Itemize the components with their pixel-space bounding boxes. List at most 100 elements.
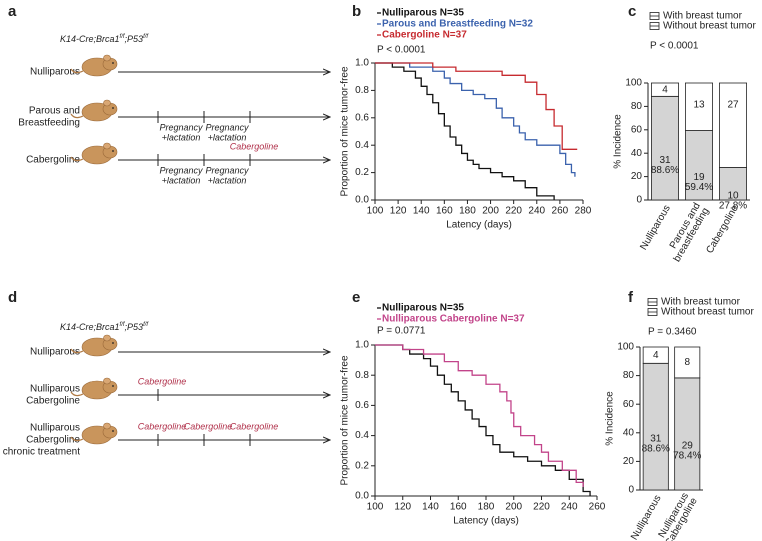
mouse-tail <box>70 68 84 74</box>
panel-letter: f <box>628 289 634 306</box>
y-tick-label: 20 <box>623 456 635 467</box>
y-tick-label: 100 <box>625 78 642 89</box>
y-tick-label: 1.0 <box>355 58 369 69</box>
legend-label: Nulliparous N=35 <box>382 303 464 314</box>
mouse-eye <box>112 62 114 64</box>
event-label: +lactation <box>208 175 247 185</box>
genotype-part: f/f <box>120 34 126 40</box>
legend-label: Without breast tumor <box>661 307 754 318</box>
y-tick-label: 0.6 <box>355 400 369 411</box>
count-label: 31 <box>659 155 671 166</box>
event-label: Cabergoline <box>138 376 187 386</box>
mouse-tail <box>70 391 84 397</box>
count-label: 4 <box>662 84 668 95</box>
y-axis-label: % Incidence <box>613 114 624 169</box>
y-tick-label: 40 <box>631 148 643 159</box>
mouse-eye <box>112 430 114 432</box>
event-label: Pregnancy <box>159 165 203 175</box>
mouse-ear <box>103 142 111 150</box>
genotype: K14-Cre;Brca1f/f;P53f/f <box>60 322 149 333</box>
genotype-part: K14-Cre;Brca1 <box>60 322 120 332</box>
event-label: Cabergoline <box>184 421 233 431</box>
x-tick-label: 160 <box>450 502 467 513</box>
event-label: +lactation <box>162 175 201 185</box>
event-label: Pregnancy <box>205 165 249 175</box>
genotype-part: ;P53 <box>125 322 144 332</box>
value-label: 59.4% <box>685 182 713 193</box>
genotype-part: ;P53 <box>125 34 144 44</box>
group-label: Nulliparous <box>30 423 80 434</box>
panel-letter: d <box>8 289 17 306</box>
mouse-ear <box>103 334 111 342</box>
mouse-ear <box>103 54 111 62</box>
survival-curve <box>375 344 591 496</box>
y-tick-label: 40 <box>623 427 635 438</box>
genotype: K14-Cre;Brca1f/f;P53f/f <box>60 34 149 45</box>
count-label: 4 <box>653 350 659 361</box>
y-tick-label: 20 <box>631 171 643 182</box>
x-tick-label: 200 <box>505 502 522 513</box>
y-axis-label: Proportion of mice tumor-free <box>340 355 351 485</box>
x-tick-label: 260 <box>589 502 606 513</box>
count-label: 8 <box>684 357 690 368</box>
y-tick-label: 0.6 <box>355 112 369 123</box>
count-label: 31 <box>650 433 662 444</box>
x-tick-label: 180 <box>459 206 476 217</box>
event-label: Cabergoline <box>230 421 279 431</box>
x-tick-label: 220 <box>533 502 550 513</box>
bar-segment <box>642 346 669 364</box>
y-tick-label: 0.8 <box>355 85 369 96</box>
y-tick-label: 0 <box>628 485 634 496</box>
x-axis-label: Latency (days) <box>446 220 512 231</box>
panel-letter: a <box>8 3 17 20</box>
mouse-icon <box>70 54 118 77</box>
mouse-icon <box>70 422 118 445</box>
y-tick-label: 0.8 <box>355 370 369 381</box>
bar-segment <box>642 362 669 491</box>
value-label: 27.8% <box>719 200 747 211</box>
legend-label: With breast tumor <box>661 297 741 308</box>
survival-curve <box>375 62 555 200</box>
event-label: Pregnancy <box>159 122 203 132</box>
group-label: Cabergoline <box>26 396 80 407</box>
mouse-ear <box>103 99 111 107</box>
y-tick-label: 0.0 <box>355 195 369 206</box>
event-label: +lactation <box>208 132 247 142</box>
x-tick-label: 100 <box>367 502 384 513</box>
panel-letter: b <box>352 3 361 20</box>
legend-swatch <box>649 22 660 30</box>
mouse-ear <box>103 422 111 430</box>
mouse-tail <box>70 436 84 442</box>
group-label: Nulliparous <box>30 347 80 358</box>
x-tick-label: 180 <box>478 502 495 513</box>
bar-segment <box>674 346 701 379</box>
count-label: 13 <box>693 100 705 111</box>
group-label: Nulliparous <box>30 67 80 78</box>
x-axis-label: Latency (days) <box>453 516 519 527</box>
y-tick-label: 0.4 <box>355 140 369 151</box>
x-tick-label: 140 <box>422 502 439 513</box>
y-tick-label: 80 <box>623 370 635 381</box>
group-label: Cabergoline <box>26 155 80 166</box>
x-tick-label: 140 <box>413 206 430 217</box>
group-label: Nulliparous <box>30 384 80 395</box>
panel-letter: c <box>628 3 636 20</box>
group-label: Breastfeeding <box>18 118 80 129</box>
legend-swatch <box>647 308 658 316</box>
x-tick-label: 240 <box>528 206 545 217</box>
x-tick-label: 120 <box>394 502 411 513</box>
y-tick-label: 0.2 <box>355 167 369 178</box>
y-tick-label: 0.4 <box>355 430 369 441</box>
annotation: P < 0.0001 <box>377 45 426 56</box>
genotype-part: f/f <box>143 322 149 328</box>
event-label: Cabergoline <box>230 141 279 151</box>
mouse-icon <box>70 377 118 400</box>
y-axis-label: Proportion of mice tumor-free <box>340 66 351 196</box>
bar-segment <box>719 82 748 168</box>
bar-segment <box>719 167 748 201</box>
legend-label: Parous and Breastfeeding N=32 <box>382 19 533 30</box>
legend-label: Without breast tumor <box>663 21 756 32</box>
legend-label: Cabergoline N=37 <box>382 30 467 41</box>
mouse-ear <box>103 377 111 385</box>
